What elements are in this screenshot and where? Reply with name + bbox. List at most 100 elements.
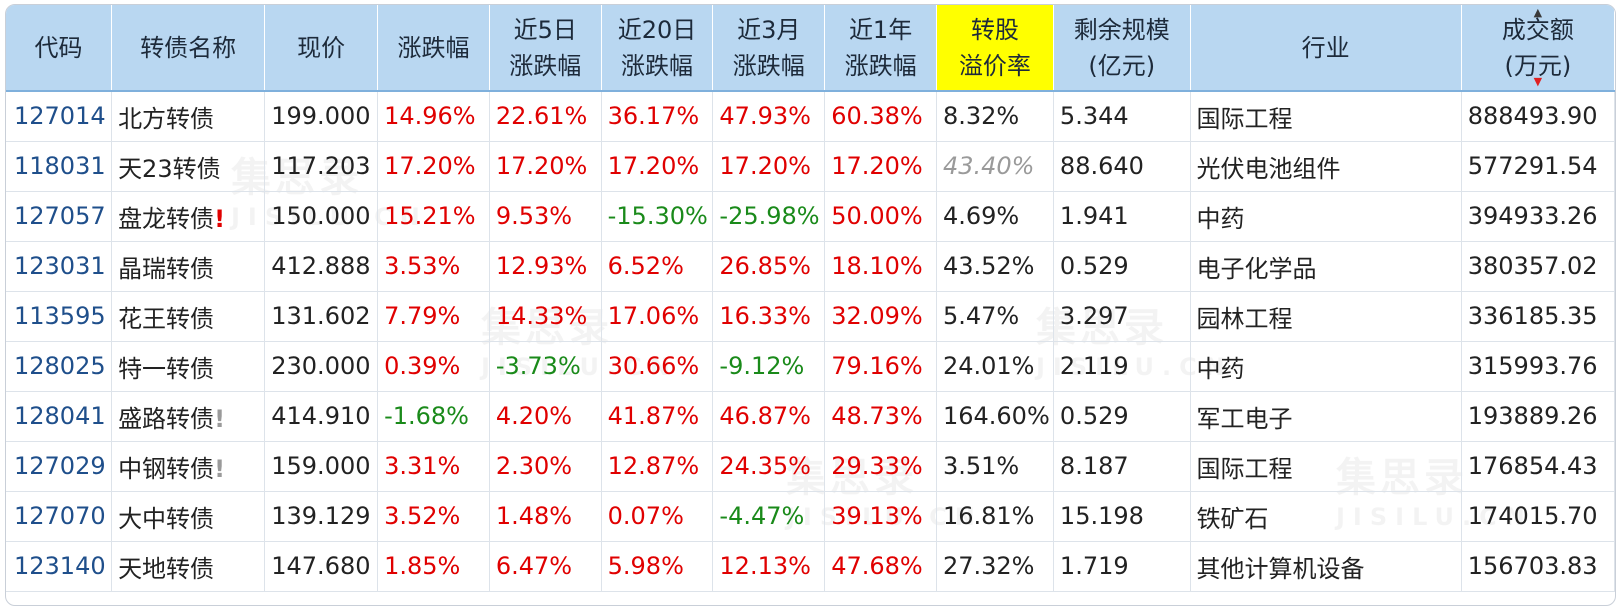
bond-code-link[interactable]: 118031 [6,141,113,192]
turnover-cell: 888493.90 [1461,91,1615,142]
chg1y-cell: 60.38% [824,91,937,142]
table-row[interactable]: 127070 大中转债 139.129 3.52% 1.48% 0.07% -4.47% 39… [6,491,1615,542]
sort-desc-icon[interactable]: ▼ [1533,75,1543,88]
col-header-premium[interactable]: 转股 溢价率 [936,5,1054,92]
bond-name[interactable]: 北方转债 [118,104,215,133]
bond-name-cell[interactable]: 晶瑞转债 [111,241,266,292]
industry-cell: 国际工程 [1190,441,1462,492]
col-header-turnover[interactable]: ▲ 成交额 (万元) ▼ [1461,5,1615,92]
chg20d-cell: 0.07% [601,491,714,542]
bond-name-cell[interactable]: 天23转债 [111,141,266,192]
bond-code-link[interactable]: 123031 [6,241,113,292]
remaining-size-cell: 8.187 [1053,441,1191,492]
price-cell: 147.680 [264,541,379,592]
table-row[interactable]: 127029 中钢转债! 159.000 3.31% 2.30% 12.87% 24.35%… [6,441,1615,492]
turnover-cell: 174015.70 [1461,491,1615,542]
table-row[interactable]: 127057 盘龙转债! 150.000 15.21% 9.53% -15.30% -25.… [6,191,1615,242]
bond-name-cell[interactable]: 天地转债 [111,541,266,592]
bond-code-link[interactable]: 128025 [6,341,113,392]
col-header-code[interactable]: 代码 [6,5,113,92]
bond-name-cell[interactable]: 盛路转债! [111,391,266,442]
change-cell: 3.53% [377,241,490,292]
chg1y-cell: 18.10% [824,241,937,292]
bond-code-link[interactable]: 127070 [6,491,113,542]
sort-asc-icon[interactable]: ▲ [1533,6,1543,19]
price-cell: 199.000 [264,91,379,142]
bond-name[interactable]: 盛路转债 [118,404,215,433]
table-row[interactable]: 118031 天23转债 117.203 17.20% 17.20% 17.20% 17.2… [6,141,1615,192]
bond-name[interactable]: 特一转债 [118,354,215,383]
price-cell: 150.000 [264,191,379,242]
change-cell: 3.52% [377,491,490,542]
chg20d-cell: 12.87% [601,441,714,492]
table-row[interactable]: 127014 北方转债 199.000 14.96% 22.61% 36.17% 47.93… [6,91,1615,142]
bond-code-link[interactable]: 127029 [6,441,113,492]
turnover-cell: 176854.43 [1461,441,1615,492]
bond-name-cell[interactable]: 花王转债 [111,291,266,342]
chg1y-cell: 32.09% [824,291,937,342]
industry-cell: 铁矿石 [1190,491,1462,542]
col-header-3m-change[interactable]: 近3月 涨跌幅 [712,5,826,92]
table-row[interactable]: 128025 特一转债 230.000 0.39% -3.73% 30.66% -9.12%… [6,341,1615,392]
bond-name[interactable]: 天23转债 [118,154,221,183]
bond-name-cell[interactable]: 中钢转债! [111,441,266,492]
col-header-change[interactable]: 涨跌幅 [377,5,490,92]
bond-code-link[interactable]: 113595 [6,291,113,342]
col-header-price[interactable]: 现价 [264,5,379,92]
bond-name[interactable]: 盘龙转债 [118,204,215,233]
bond-name[interactable]: 中钢转债 [118,454,215,483]
bond-code-link[interactable]: 127057 [6,191,113,242]
turnover-cell: 156703.83 [1461,541,1615,592]
bond-code-link[interactable]: 128041 [6,391,113,442]
bond-name[interactable]: 花王转债 [118,304,215,333]
chg20d-cell: 6.52% [601,241,714,292]
remaining-size-cell: 0.529 [1053,391,1191,442]
col-header-name[interactable]: 转债名称 [111,5,266,92]
bond-code-link[interactable]: 123140 [6,541,113,592]
col-header-20d-change[interactable]: 近20日 涨跌幅 [601,5,714,92]
bond-name-cell[interactable]: 北方转债 [111,91,266,142]
remaining-size-cell: 2.119 [1053,341,1191,392]
price-cell: 412.888 [264,241,379,292]
change-cell: 15.21% [377,191,490,242]
price-cell: 159.000 [264,441,379,492]
turnover-cell: 193889.26 [1461,391,1615,442]
premium-cell: 164.60% [936,391,1054,442]
bond-name[interactable]: 大中转债 [118,504,215,533]
industry-cell: 其他计算机设备 [1190,541,1462,592]
chg1y-cell: 50.00% [824,191,937,242]
chg20d-cell: -15.30% [601,191,714,242]
remaining-size-cell: 5.344 [1053,91,1191,142]
chg5d-cell: 6.47% [489,541,602,592]
chg3m-cell: 26.85% [712,241,826,292]
chg3m-cell: 12.13% [712,541,826,592]
col-header-1y-change[interactable]: 近1年 涨跌幅 [824,5,937,92]
chg3m-cell: -4.47% [712,491,826,542]
industry-cell: 中药 [1190,191,1462,242]
col-header-5d-change[interactable]: 近5日 涨跌幅 [489,5,602,92]
warning-flag-icon: ! [214,404,226,433]
bond-name[interactable]: 晶瑞转债 [118,254,215,283]
bond-code-link[interactable]: 127014 [6,91,113,142]
chg3m-cell: 47.93% [712,91,826,142]
turnover-cell: 394933.26 [1461,191,1615,242]
chg5d-cell: 12.93% [489,241,602,292]
col-header-industry[interactable]: 行业 [1190,5,1462,92]
table-row[interactable]: 113595 花王转债 131.602 7.79% 14.33% 17.06% 16.33%… [6,291,1615,342]
premium-cell: 27.32% [936,541,1054,592]
chg20d-cell: 17.06% [601,291,714,342]
turnover-cell: 380357.02 [1461,241,1615,292]
bond-name[interactable]: 天地转债 [118,554,215,583]
table-row[interactable]: 123031 晶瑞转债 412.888 3.53% 12.93% 6.52% 26.85% 1… [6,241,1615,292]
table-row[interactable]: 128041 盛路转债! 414.910 -1.68% 4.20% 41.87% 46.87… [6,391,1615,442]
bond-table-container: 集思录JISILU.CN 集思录JISILU.CN 集思录JISILU.CN 集… [5,4,1616,606]
premium-cell: 3.51% [936,441,1054,492]
industry-cell: 电子化学品 [1190,241,1462,292]
bond-name-cell[interactable]: 盘龙转债! [111,191,266,242]
bond-name-cell[interactable]: 大中转债 [111,491,266,542]
chg20d-cell: 36.17% [601,91,714,142]
col-header-remaining[interactable]: 剩余规模 (亿元) [1053,5,1191,92]
table-row[interactable]: 123140 天地转债 147.680 1.85% 6.47% 5.98% 12.13% 47… [6,541,1615,592]
change-cell: 17.20% [377,141,490,192]
bond-name-cell[interactable]: 特一转债 [111,341,266,392]
